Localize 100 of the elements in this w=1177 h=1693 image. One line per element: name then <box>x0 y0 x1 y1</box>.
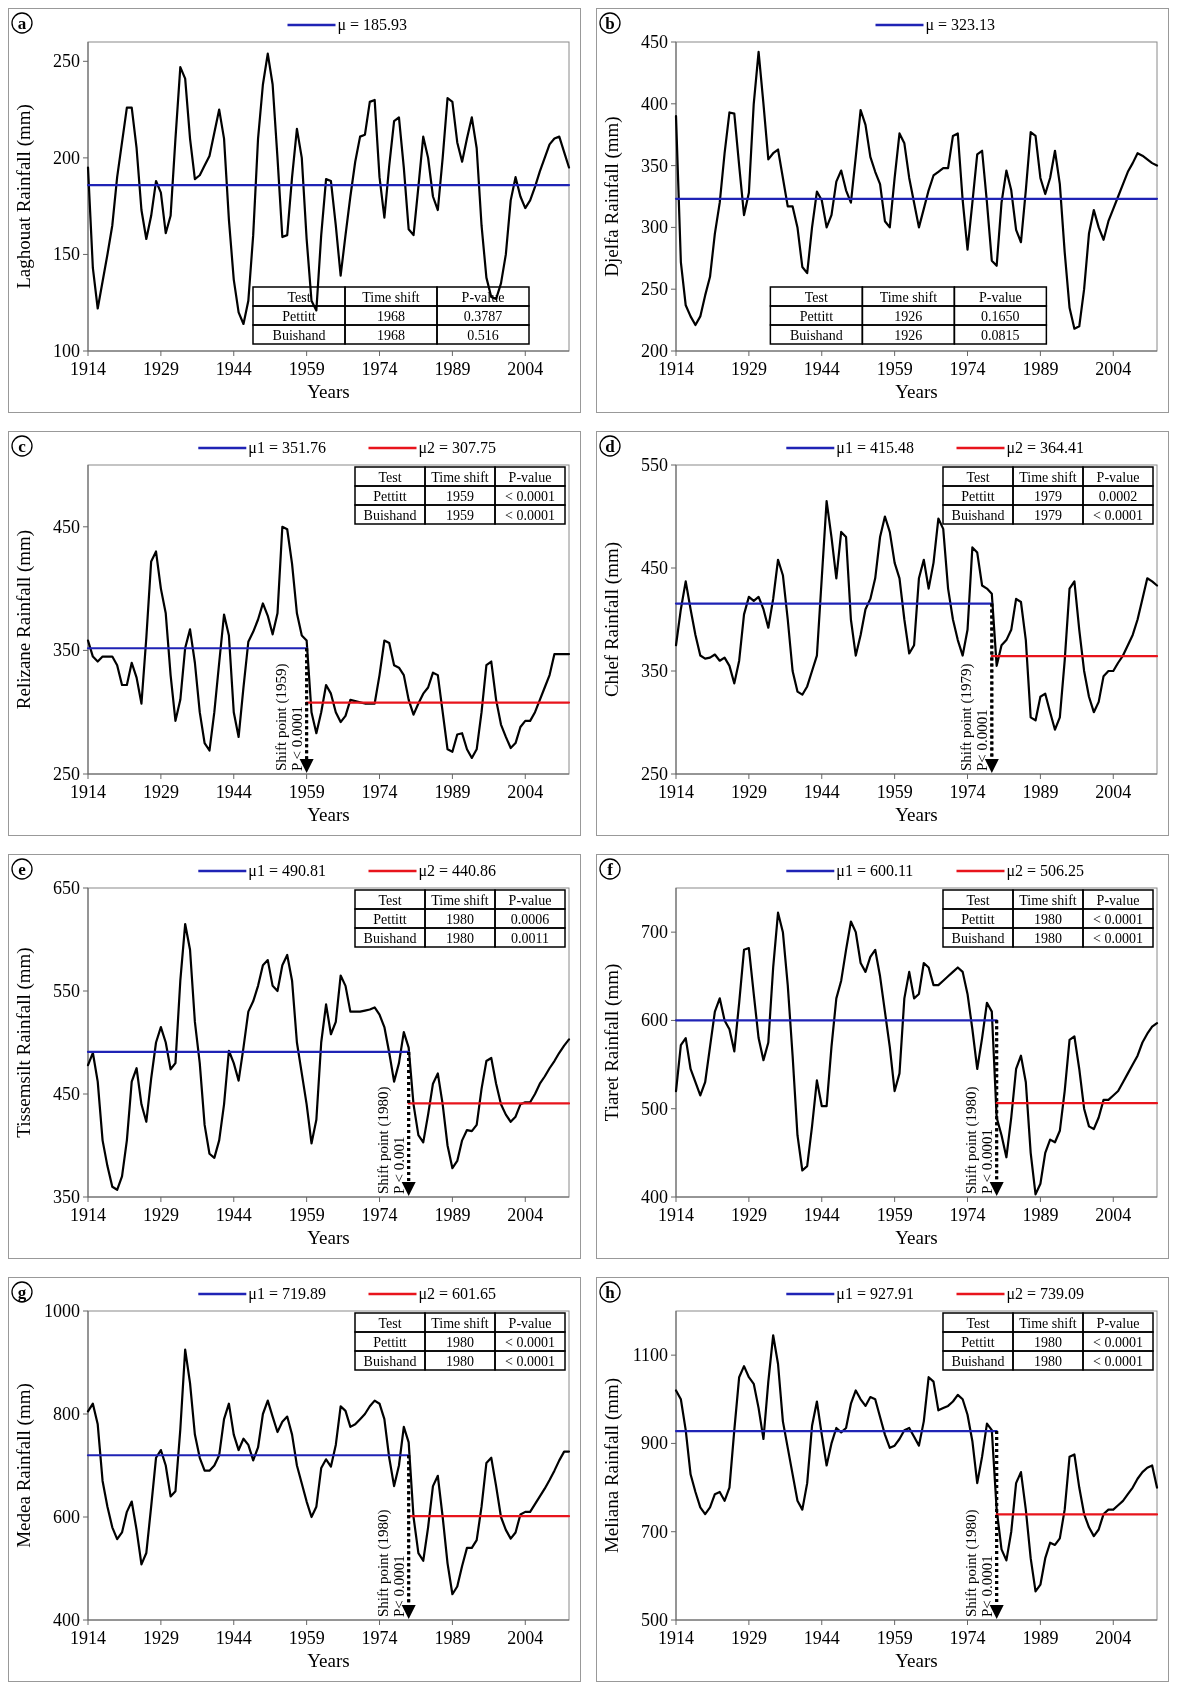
y-tick-label: 900 <box>641 1433 668 1454</box>
legend-label: μ1 = 600.11 <box>836 862 914 880</box>
annotation: 1980 <box>1034 1335 1062 1350</box>
annotation: Buishand <box>951 931 1005 946</box>
annotation: P-value <box>1096 893 1140 908</box>
annotation: 0.1650 <box>981 309 1020 324</box>
chart-title: c <box>18 437 27 456</box>
legend-label: μ2 = 440.86 <box>418 862 497 880</box>
annotation: < 0.0001 <box>505 1335 555 1350</box>
annotation: Test <box>378 893 402 908</box>
x-tick-label: 1944 <box>215 1205 252 1225</box>
annotation: Buishand <box>363 1354 417 1369</box>
x-tick-label: 1974 <box>361 359 398 379</box>
x-tick-label: 1959 <box>876 782 913 802</box>
x-tick-label: 1929 <box>730 1205 767 1225</box>
x-tick-label: 1989 <box>434 1628 471 1648</box>
chart-title: f <box>607 860 614 879</box>
annotation: Test <box>378 470 402 485</box>
x-tick-label: 1914 <box>658 782 694 802</box>
annotation: 1926 <box>894 309 923 324</box>
x-tick-label: 1914 <box>70 359 106 379</box>
y-tick-label: 500 <box>641 1098 668 1119</box>
annotation: P < 0.001 <box>390 1136 407 1194</box>
y-tick-label: 600 <box>53 1507 80 1527</box>
legend-label: μ2 = 601.65 <box>418 1285 497 1303</box>
line-series <box>86 52 571 326</box>
x-tick-label: 1929 <box>730 782 767 802</box>
annotation: 1979 <box>1034 489 1062 504</box>
legend-label: μ2 = 506.25 <box>1006 862 1085 880</box>
x-tick-label: 1914 <box>658 359 694 379</box>
y-tick-label: 150 <box>53 244 80 265</box>
x-tick-label: 1989 <box>434 359 471 379</box>
x-tick-label: 1974 <box>949 359 986 379</box>
annotation: P-value <box>978 290 1022 305</box>
annotation: 1980 <box>446 1335 474 1350</box>
y-tick-label: 300 <box>641 217 668 238</box>
chart-title: d <box>605 437 616 456</box>
annotation: 0.0815 <box>981 328 1020 343</box>
annotation: < 0.0001 <box>1093 508 1143 523</box>
annotation: 1980 <box>1034 1354 1062 1369</box>
y-axis-title: Tissemsilt Rainfall (mm) <box>13 947 35 1138</box>
y-tick-label: 350 <box>53 640 80 661</box>
legend-label: μ1 = 719.89 <box>248 1285 326 1303</box>
y-tick-label: 400 <box>641 1187 668 1207</box>
x-tick-label: 1929 <box>142 782 179 802</box>
annotation: Shift point (1980) <box>962 1509 980 1617</box>
annotation: P-value <box>508 893 552 908</box>
x-tick-label: 1989 <box>1022 1628 1059 1648</box>
y-tick-label: 450 <box>53 1084 80 1104</box>
annotation: Shift point (1980) <box>962 1086 980 1194</box>
y-tick-label: 400 <box>641 93 668 114</box>
y-tick-label: 350 <box>641 661 668 681</box>
annotation: 1980 <box>446 931 474 946</box>
x-tick-label: 1989 <box>1022 782 1059 802</box>
x-axis-title: Years <box>307 1650 350 1671</box>
y-axis-title: Djelfa Rainfall (mm) <box>601 116 623 277</box>
x-tick-label: 2004 <box>1095 1628 1132 1648</box>
x-tick-label: 2004 <box>1095 782 1132 802</box>
annotation: 1926 <box>894 328 923 343</box>
y-tick-label: 350 <box>53 1187 80 1207</box>
annotation: Time shift <box>431 893 489 908</box>
x-tick-label: 1974 <box>361 782 398 802</box>
annotation: Time shift <box>431 1316 489 1331</box>
annotation: < 0.0001 <box>1093 1354 1143 1369</box>
x-tick-label: 1944 <box>215 1628 252 1648</box>
x-tick-label: 1914 <box>658 1205 694 1225</box>
x-tick-label: 1959 <box>288 359 325 379</box>
x-tick-label: 2004 <box>1095 1205 1132 1225</box>
annotation: Test <box>966 470 990 485</box>
legend-label: μ1 = 927.91 <box>836 1285 914 1303</box>
x-tick-label: 1989 <box>434 1205 471 1225</box>
annotation: 0.0006 <box>510 912 550 927</box>
annotation: P< 0.0001 <box>978 1555 995 1617</box>
x-tick-label: 1944 <box>803 359 840 379</box>
annotation: Pettitt <box>961 912 995 927</box>
x-tick-label: 1959 <box>876 359 913 379</box>
chart-title: g <box>17 1283 27 1302</box>
annotation: < 0.0001 <box>1093 1335 1143 1350</box>
annotation: P< 0.0001 <box>973 709 990 771</box>
y-tick-label: 350 <box>641 155 668 176</box>
annotation: Time shift <box>362 290 420 305</box>
x-tick-label: 2004 <box>507 1205 544 1225</box>
annotation: Shift point (1979) <box>957 663 975 771</box>
x-tick-label: 1959 <box>876 1205 913 1225</box>
annotation: Buishand <box>272 328 326 343</box>
chart-title: h <box>605 1283 616 1302</box>
y-tick-label: 1000 <box>44 1301 80 1321</box>
x-tick-label: 1929 <box>730 1628 767 1648</box>
annotation: Test <box>804 290 829 305</box>
x-axis-title: Years <box>895 804 938 825</box>
annotation: Test <box>378 1316 402 1331</box>
y-tick-label: 700 <box>641 922 668 943</box>
annotation: Time shift <box>431 470 489 485</box>
annotation: Pettitt <box>961 1335 995 1350</box>
x-tick-label: 1914 <box>70 1205 106 1225</box>
annotation: Shift point (1980) <box>374 1509 392 1617</box>
x-axis-title: Years <box>895 1650 938 1671</box>
annotation: P-value <box>1096 1316 1140 1331</box>
y-tick-label: 400 <box>53 1610 80 1630</box>
x-tick-label: 1914 <box>70 782 106 802</box>
